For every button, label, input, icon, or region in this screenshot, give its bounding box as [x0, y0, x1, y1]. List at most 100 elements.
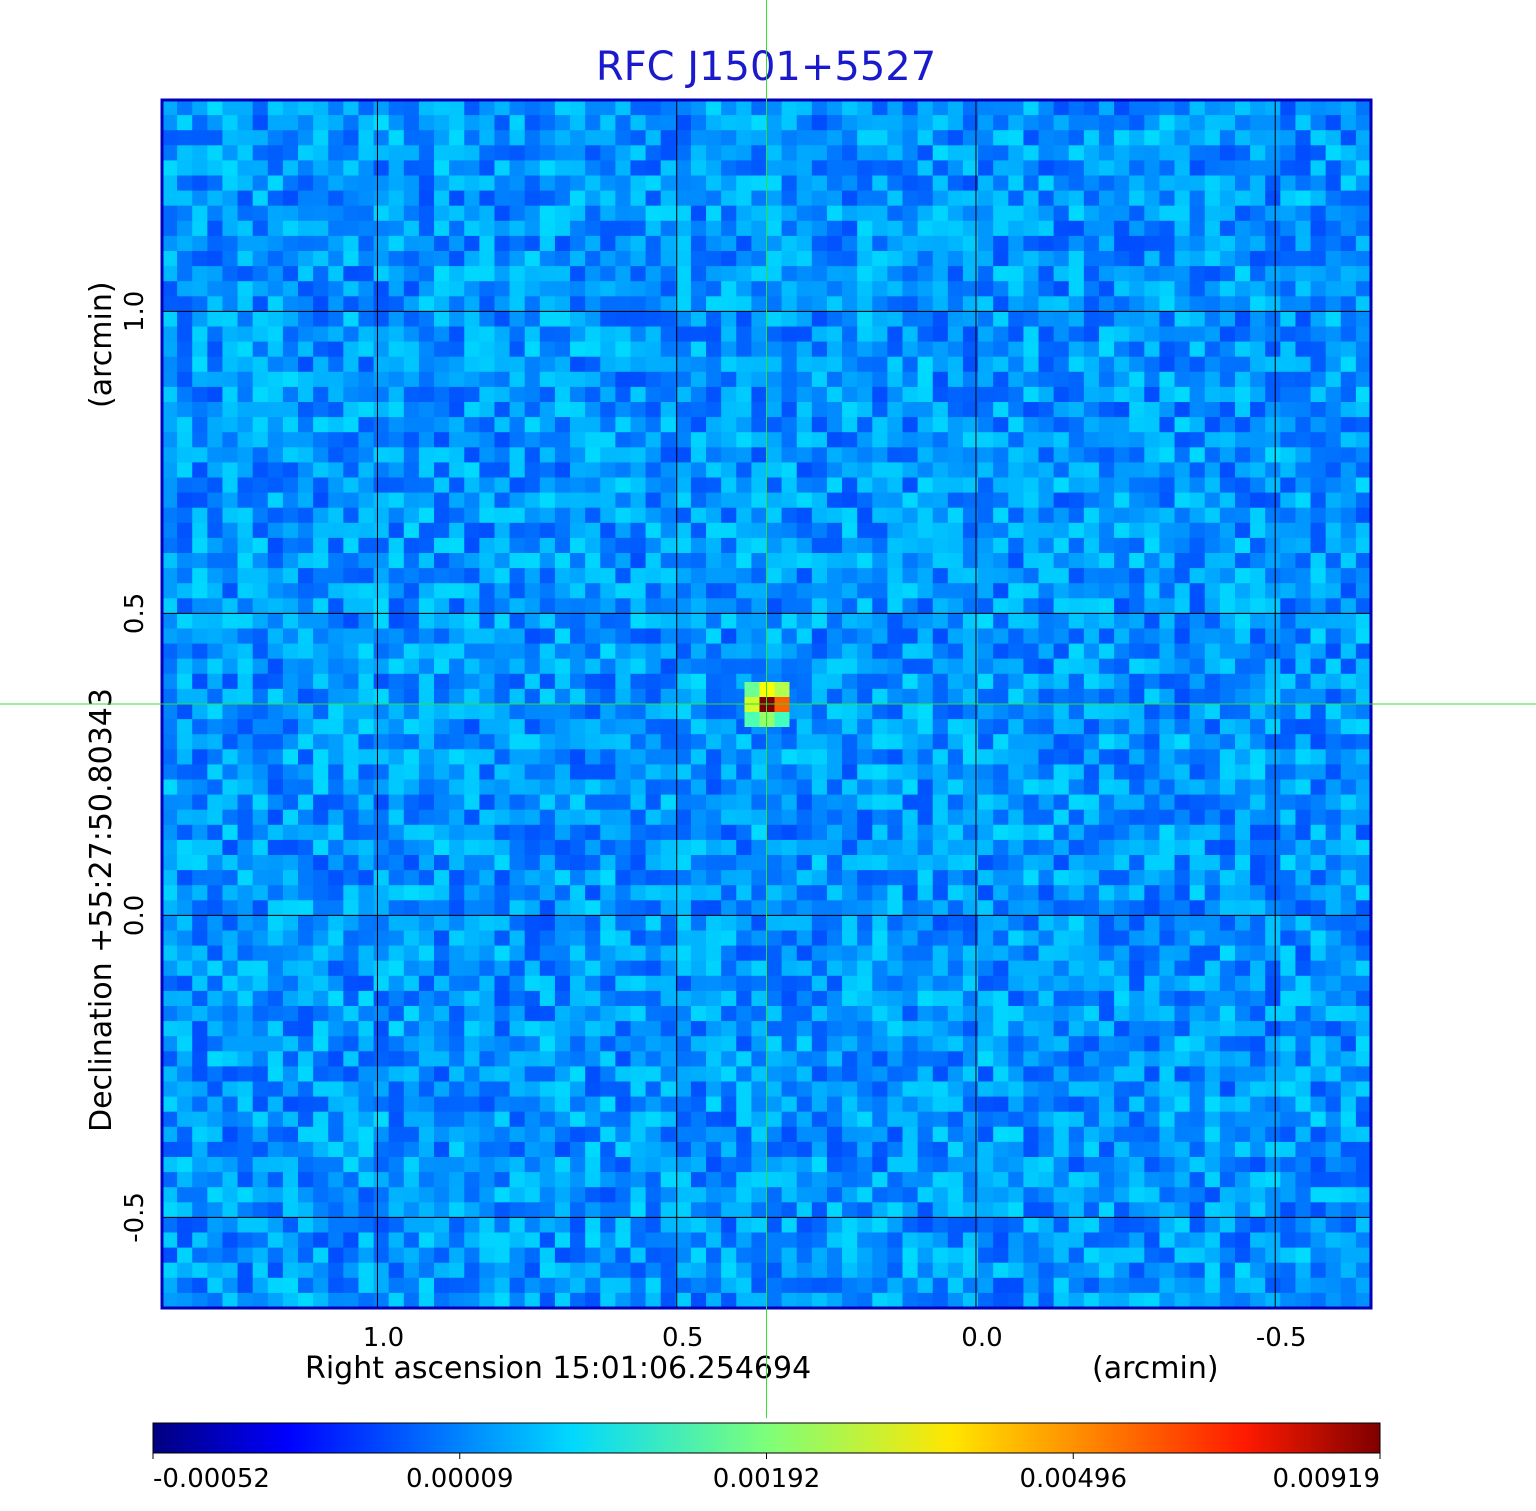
heatmap-cell	[1038, 145, 1055, 161]
heatmap-cell	[751, 885, 768, 901]
heatmap-cell	[887, 764, 904, 781]
heatmap-cell	[721, 296, 737, 312]
heatmap-cell	[811, 130, 828, 146]
heatmap-cell	[1114, 885, 1130, 901]
heatmap-cell	[887, 266, 904, 282]
heatmap-cell	[690, 205, 707, 222]
heatmap-cell	[282, 779, 299, 796]
heatmap-cell	[539, 794, 556, 811]
heatmap-cell	[388, 960, 405, 977]
heatmap-cell	[282, 658, 299, 675]
heatmap-cell	[1265, 930, 1281, 947]
heatmap-cell	[811, 266, 828, 282]
heatmap-cell	[1310, 447, 1327, 463]
heatmap-cell	[177, 960, 193, 977]
heatmap-cell	[554, 537, 571, 554]
heatmap-cell	[388, 628, 405, 645]
heatmap-cell	[434, 537, 450, 554]
heatmap-cell	[509, 417, 526, 433]
heatmap-cell	[826, 251, 843, 267]
heatmap-cell	[464, 507, 480, 524]
heatmap-cell	[192, 417, 208, 433]
heatmap-cell	[706, 220, 722, 237]
heatmap-cell	[1295, 628, 1312, 645]
heatmap-cell	[1053, 522, 1070, 539]
heatmap-cell	[1189, 990, 1206, 1007]
heatmap-cell	[842, 794, 858, 811]
heatmap-cell	[207, 975, 224, 992]
heatmap-cell	[222, 432, 239, 448]
heatmap-cell	[524, 945, 541, 962]
heatmap-cell	[962, 492, 979, 509]
heatmap-cell	[857, 960, 873, 977]
heatmap-cell	[388, 1036, 405, 1052]
heatmap-cell	[479, 734, 496, 750]
heatmap-cell	[857, 537, 873, 554]
heatmap-cell	[267, 190, 284, 207]
heatmap-cell	[267, 507, 284, 524]
heatmap-cell	[690, 281, 707, 297]
heatmap-cell	[1098, 734, 1115, 750]
heatmap-cell	[1174, 643, 1191, 660]
heatmap-cell	[857, 130, 873, 146]
heatmap-cell	[645, 296, 662, 312]
heatmap-cell	[1023, 417, 1040, 433]
heatmap-cell	[1250, 1021, 1266, 1037]
heatmap-cell	[1219, 507, 1236, 524]
heatmap-cell	[630, 688, 647, 705]
heatmap-cell	[585, 160, 601, 177]
heatmap-cell	[857, 749, 873, 765]
heatmap-cell	[373, 673, 390, 690]
heatmap-cell	[1219, 809, 1236, 826]
heatmap-cell	[887, 628, 904, 645]
heatmap-cell	[207, 205, 224, 222]
heatmap-cell	[675, 809, 692, 826]
heatmap-cell	[539, 190, 556, 207]
heatmap-cell	[1250, 900, 1266, 916]
heatmap-cell	[947, 613, 964, 630]
heatmap-cell	[962, 613, 979, 630]
heatmap-cell	[690, 1021, 707, 1037]
heatmap-cell	[177, 673, 193, 690]
heatmap-cell	[494, 477, 511, 494]
heatmap-cell	[282, 975, 299, 992]
heatmap-cell	[1129, 704, 1145, 720]
heatmap-cell	[343, 613, 360, 630]
heatmap-cell	[1114, 613, 1130, 630]
heatmap-cell	[736, 205, 752, 222]
heatmap-cell	[721, 900, 737, 916]
heatmap-cell	[509, 764, 526, 781]
heatmap-cell	[252, 809, 269, 826]
heatmap-cell	[524, 477, 541, 494]
heatmap-cell	[751, 311, 768, 328]
heatmap-cell	[162, 960, 178, 977]
heatmap-cell	[585, 900, 601, 916]
heatmap-cell	[826, 115, 843, 131]
heatmap-cell	[434, 100, 450, 116]
heatmap-cell	[796, 688, 813, 705]
heatmap-cell	[1250, 251, 1266, 267]
heatmap-cell	[298, 870, 314, 886]
heatmap-cell	[811, 100, 828, 116]
heatmap-cell	[1280, 235, 1297, 252]
heatmap-cell	[1068, 371, 1085, 388]
heatmap-cell	[328, 371, 344, 388]
heatmap-cell	[1174, 371, 1191, 388]
heatmap-cell	[1053, 175, 1070, 192]
heatmap-cell	[524, 462, 541, 479]
heatmap-cell	[1310, 870, 1327, 886]
heatmap-cell	[630, 870, 647, 886]
heatmap-cell	[1265, 764, 1281, 781]
heatmap-cell	[373, 704, 390, 720]
heatmap-cell	[1114, 220, 1130, 237]
heatmap-cell	[479, 553, 496, 569]
heatmap-cell	[690, 115, 707, 131]
heatmap-cell	[1114, 809, 1130, 826]
heatmap-cell	[1083, 220, 1100, 237]
heatmap-cell	[358, 537, 375, 554]
heatmap-cell	[1068, 975, 1085, 992]
heatmap-cell	[539, 492, 556, 509]
heatmap-cell	[267, 175, 284, 192]
heatmap-cell	[1295, 100, 1312, 116]
heatmap-cell	[358, 235, 375, 252]
